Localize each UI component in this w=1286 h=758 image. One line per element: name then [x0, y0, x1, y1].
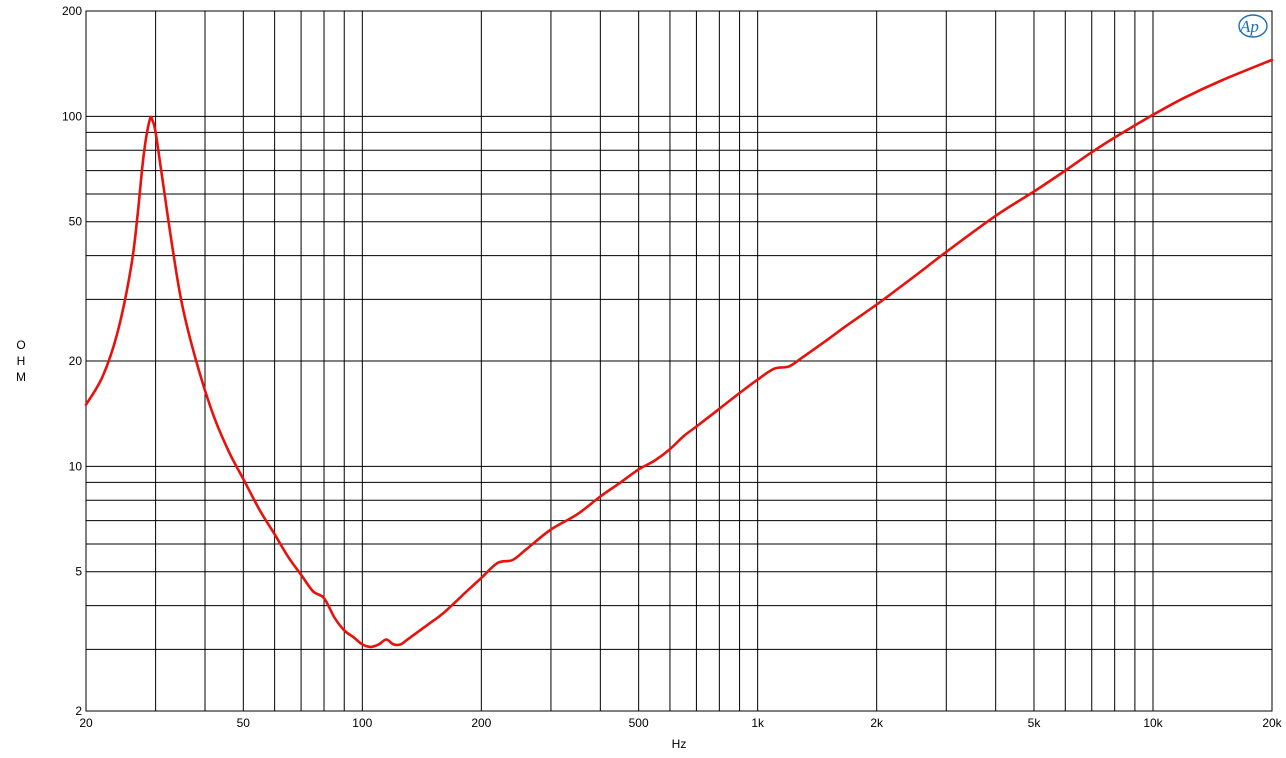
- x-tick-label: 200: [471, 716, 491, 730]
- svg-text:Ap: Ap: [1239, 17, 1259, 36]
- x-tick-label: 50: [237, 716, 251, 730]
- x-tick-label: 500: [629, 716, 649, 730]
- y-tick-labels: 2 5 10 20 50 100 200: [62, 4, 82, 718]
- y-tick-label: 100: [62, 109, 82, 123]
- y-tick-label: 2: [75, 704, 82, 718]
- y-axis-title: OHM: [16, 338, 26, 384]
- y-tick-label: 200: [62, 4, 82, 18]
- x-tick-label: 100: [352, 716, 372, 730]
- grid-lines: [86, 11, 1272, 711]
- x-tick-label: 10k: [1143, 716, 1163, 730]
- y-axis-title-letter: H: [17, 354, 26, 368]
- x-tick-label: 5k: [1028, 716, 1042, 730]
- x-tick-label: 20: [79, 716, 93, 730]
- y-tick-label: 50: [69, 215, 83, 229]
- y-tick-label: 20: [69, 354, 83, 368]
- x-tick-label: 2k: [870, 716, 884, 730]
- x-tick-labels: 20 50 100 200 500 1k 2k 5k 10k 20k: [79, 716, 1282, 730]
- ap-logo-icon: Ap: [1238, 14, 1268, 38]
- y-tick-label: 10: [69, 459, 83, 473]
- x-tick-label: 20k: [1262, 716, 1282, 730]
- x-tick-label: 1k: [751, 716, 765, 730]
- y-axis-title-letter: M: [16, 370, 26, 384]
- y-tick-label: 5: [75, 565, 82, 579]
- impedance-curve: [84, 58, 1274, 649]
- y-axis-title-letter: O: [16, 338, 25, 352]
- plot-frame: [85, 10, 1273, 712]
- x-axis-title: Hz: [672, 737, 687, 751]
